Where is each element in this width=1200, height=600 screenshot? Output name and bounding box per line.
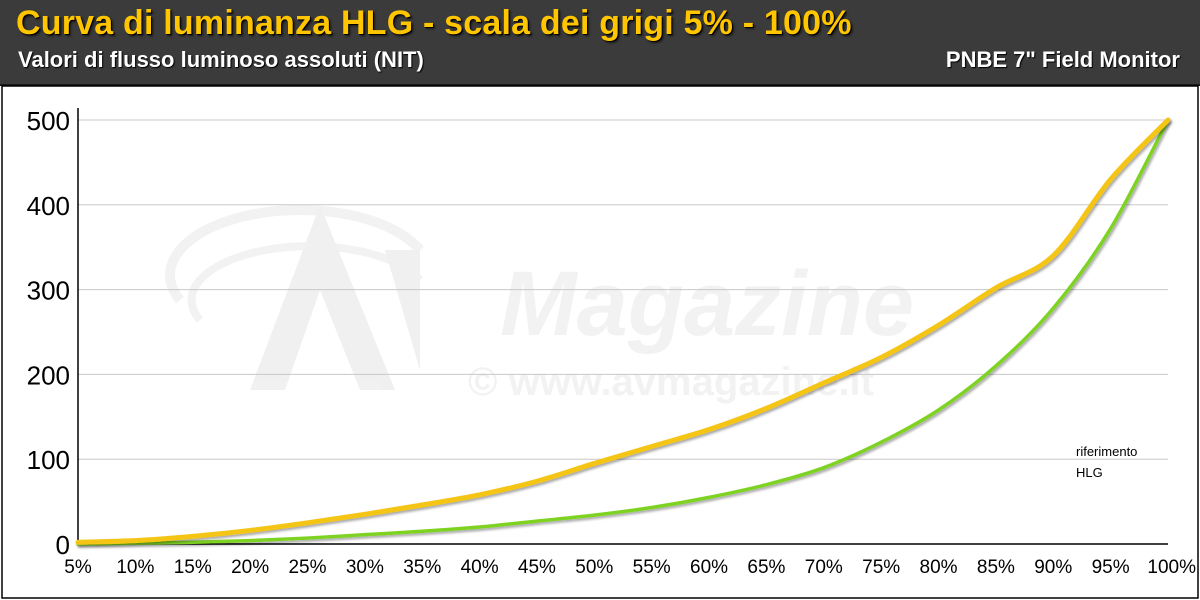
- chart-border: [1, 85, 1199, 599]
- x-tick-label: 40%: [461, 557, 499, 578]
- watermark-logo-text: Magazine: [500, 253, 914, 355]
- x-tick-label: 90%: [1034, 557, 1072, 578]
- y-tick-label: 500: [27, 106, 70, 136]
- device-name: PNBE 7" Field Monitor: [945, 47, 1180, 72]
- x-tick-label: 25%: [288, 557, 326, 578]
- y-tick-label: 0: [56, 530, 70, 560]
- x-tick-label: 95%: [1092, 557, 1130, 578]
- chart-subtitle: Valori di flusso luminoso assoluti (NIT): [18, 47, 424, 72]
- y-tick-label: 100: [27, 445, 70, 475]
- x-tick-label: 85%: [977, 557, 1015, 578]
- x-tick-label: 65%: [747, 557, 785, 578]
- y-tick-label: 400: [27, 191, 70, 221]
- x-tick-label: 60%: [690, 557, 728, 578]
- x-tick-label: 15%: [174, 557, 212, 578]
- legend-label: HLG: [1076, 465, 1103, 480]
- x-axis: 5% 10% 15% 20% 25% 30% 35% 40% 45% 50% 55% 60% 65% 70…: [64, 557, 1196, 578]
- y-tick-label: 300: [27, 276, 70, 306]
- x-tick-label: 30%: [346, 557, 384, 578]
- x-tick-label: 5%: [64, 557, 92, 578]
- x-tick-label: 50%: [575, 557, 613, 578]
- x-tick-label: 55%: [633, 557, 671, 578]
- y-axis: 0 100 200 300 400 500: [27, 106, 70, 560]
- x-tick-label: 45%: [518, 557, 556, 578]
- chart-series: [75, 117, 1171, 546]
- x-tick-label: 20%: [231, 557, 269, 578]
- chart-title: Curva di luminanza HLG - scala dei grigi…: [16, 4, 852, 42]
- y-tick-label: 200: [27, 360, 70, 390]
- series-line-hlg: [75, 117, 1171, 545]
- legend-label: riferimento: [1076, 444, 1137, 459]
- x-tick-label: 35%: [403, 557, 441, 578]
- chart-header: Curva di luminanza HLG - scala dei grigi…: [0, 0, 1200, 86]
- x-tick-label: 100%: [1147, 557, 1196, 578]
- chart-legend: riferimento HLG: [1048, 444, 1137, 480]
- watermark-logo: Magazine © www.avmagazine.it: [165, 205, 914, 404]
- watermark-url: © www.avmagazine.it: [468, 360, 874, 404]
- x-tick-label: 70%: [805, 557, 843, 578]
- x-tick-label: 80%: [920, 557, 958, 578]
- x-tick-label: 10%: [116, 557, 154, 578]
- x-tick-label: 75%: [862, 557, 900, 578]
